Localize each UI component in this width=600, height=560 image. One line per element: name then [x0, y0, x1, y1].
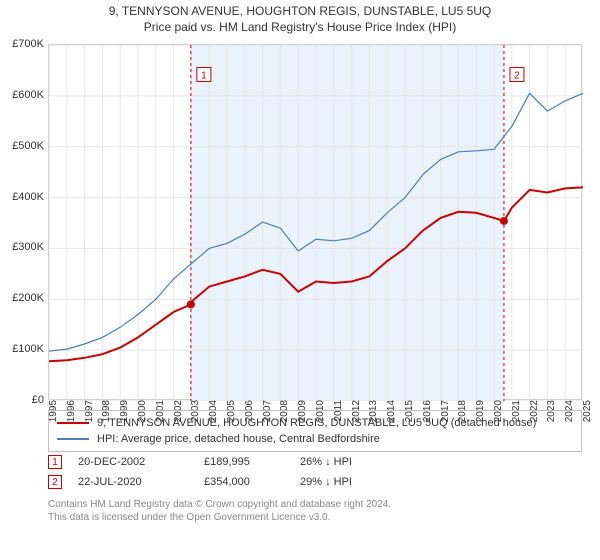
transaction-price: £354,000 — [204, 476, 284, 488]
plot-svg: 12 — [49, 45, 583, 401]
footer-line1: Contains HM Land Registry data © Crown c… — [48, 498, 582, 511]
ytick-label: £500K — [0, 140, 44, 152]
ytick-label: £200K — [0, 292, 44, 304]
subtitle: Price paid vs. HM Land Registry's House … — [0, 20, 600, 34]
chart-container: 9, TENNYSON AVENUE, HOUGHTON REGIS, DUNS… — [0, 0, 600, 560]
legend-row: 9, TENNYSON AVENUE, HOUGHTON REGIS, DUNS… — [57, 415, 573, 431]
ytick-label: £400K — [0, 191, 44, 203]
legend-label: HPI: Average price, detached house, Cent… — [97, 433, 380, 445]
transaction-row: 2 22-JUL-2020 £354,000 29% ↓ HPI — [48, 472, 582, 492]
transaction-marker: 2 — [48, 475, 62, 489]
transaction-row: 1 20-DEC-2002 £189,995 26% ↓ HPI — [48, 452, 582, 472]
transaction-pct: 29% ↓ HPI — [300, 476, 410, 488]
title-block: 9, TENNYSON AVENUE, HOUGHTON REGIS, DUNS… — [0, 0, 600, 34]
marker-label-text: 1 — [201, 71, 207, 82]
transaction-price: £189,995 — [204, 456, 284, 468]
ytick-label: £600K — [0, 89, 44, 101]
main-title: 9, TENNYSON AVENUE, HOUGHTON REGIS, DUNS… — [0, 4, 600, 18]
highlight-band — [191, 45, 504, 401]
footer-attribution: Contains HM Land Registry data © Crown c… — [48, 498, 582, 524]
ytick-label: £0 — [0, 394, 44, 406]
legend-box: 9, TENNYSON AVENUE, HOUGHTON REGIS, DUNS… — [48, 410, 582, 452]
ytick-label: £100K — [0, 343, 44, 355]
legend-swatch — [57, 438, 89, 439]
ytick-label: £300K — [0, 241, 44, 253]
transaction-rows: 1 20-DEC-2002 £189,995 26% ↓ HPI 2 22-JUL-202… — [48, 452, 582, 492]
legend-label: 9, TENNYSON AVENUE, HOUGHTON REGIS, DUNS… — [97, 417, 536, 429]
transaction-date: 20-DEC-2002 — [78, 456, 188, 468]
legend-row: HPI: Average price, detached house, Cent… — [57, 431, 573, 447]
transaction-pct: 26% ↓ HPI — [300, 456, 410, 468]
footer-line2: This data is licensed under the Open Gov… — [48, 511, 582, 524]
marker-label-text: 2 — [514, 71, 520, 82]
ytick-label: £700K — [0, 38, 44, 50]
xtick-label: 2025 — [582, 400, 593, 430]
legend-swatch — [57, 422, 89, 424]
plot-area: 12 — [48, 44, 582, 400]
transaction-date: 22-JUL-2020 — [78, 476, 188, 488]
transaction-marker: 1 — [48, 455, 62, 469]
